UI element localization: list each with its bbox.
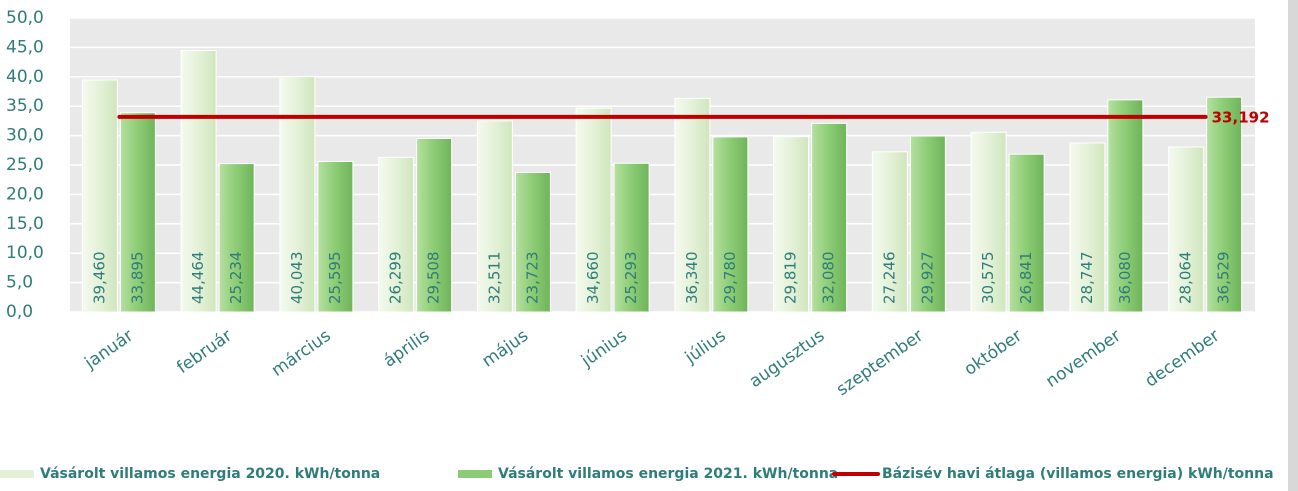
y-tick-label: 15,0 bbox=[6, 214, 44, 234]
y-tick-label: 0,0 bbox=[6, 302, 33, 322]
x-tick-label: szeptember bbox=[833, 326, 927, 400]
y-tick-label: 10,0 bbox=[6, 243, 44, 263]
y-tick-label: 45,0 bbox=[6, 37, 44, 57]
value-label: 29,819 bbox=[782, 252, 800, 305]
value-label: 36,340 bbox=[683, 252, 701, 305]
x-tick-label: június bbox=[577, 326, 631, 372]
x-tick-label: október bbox=[961, 326, 1026, 380]
value-label: 32,080 bbox=[820, 252, 838, 305]
legend-marker bbox=[0, 470, 34, 478]
x-tick-label: augusztus bbox=[746, 326, 829, 392]
value-label: 25,595 bbox=[326, 252, 344, 305]
value-label: 32,511 bbox=[485, 252, 503, 305]
value-label: 36,529 bbox=[1215, 252, 1233, 305]
value-label: 27,246 bbox=[880, 252, 898, 305]
y-tick-label: 30,0 bbox=[6, 126, 44, 146]
y-tick-label: 35,0 bbox=[6, 96, 44, 116]
value-label: 28,747 bbox=[1078, 252, 1096, 305]
y-tick-label: 25,0 bbox=[6, 155, 44, 175]
value-label: 23,723 bbox=[523, 252, 541, 305]
x-tick-label: április bbox=[380, 326, 434, 372]
legend-label: Vásárolt villamos energia 2020. kWh/tonn… bbox=[40, 466, 380, 482]
x-tick-label: november bbox=[1042, 326, 1124, 392]
y-tick-label: 20,0 bbox=[6, 184, 44, 204]
y-tick-label: 5,0 bbox=[6, 273, 33, 293]
x-tick-label: május bbox=[479, 326, 533, 372]
value-label: 26,841 bbox=[1017, 252, 1035, 305]
x-tick-label: január bbox=[80, 326, 137, 374]
value-label: 33,895 bbox=[128, 252, 146, 305]
value-label: 26,299 bbox=[387, 252, 405, 305]
legend-marker bbox=[458, 470, 492, 478]
x-tick-label: december bbox=[1142, 326, 1224, 392]
line-label: 33,192 bbox=[1212, 108, 1270, 126]
side-strip bbox=[1288, 0, 1298, 491]
value-label: 36,080 bbox=[1116, 252, 1134, 305]
value-label: 25,293 bbox=[622, 252, 640, 305]
value-label: 30,575 bbox=[979, 252, 997, 305]
value-label: 34,660 bbox=[584, 252, 602, 305]
legend-label: Vásárolt villamos energia 2021. kWh/tonn… bbox=[498, 466, 838, 482]
y-tick-label: 40,0 bbox=[6, 67, 44, 87]
x-tick-label: március bbox=[268, 326, 335, 381]
value-label: 29,508 bbox=[425, 252, 443, 305]
value-label: 44,464 bbox=[189, 252, 207, 305]
chart: 0,0 5,0 10,0 15,0 20,0 25,0 30,0 35,0 40,0 45,0 50… bbox=[0, 0, 1298, 491]
value-label: 40,043 bbox=[288, 252, 306, 305]
legend-label: Bázisév havi átlaga (villamos energia) k… bbox=[882, 466, 1274, 482]
value-label: 29,780 bbox=[721, 252, 739, 305]
x-tick-label: február bbox=[173, 326, 236, 378]
value-label: 39,460 bbox=[90, 252, 108, 305]
value-label: 25,234 bbox=[227, 252, 245, 305]
value-label: 28,064 bbox=[1177, 252, 1195, 305]
value-label: 29,927 bbox=[918, 252, 936, 305]
y-tick-label: 50,0 bbox=[6, 8, 44, 28]
x-tick-label: július bbox=[681, 326, 730, 369]
